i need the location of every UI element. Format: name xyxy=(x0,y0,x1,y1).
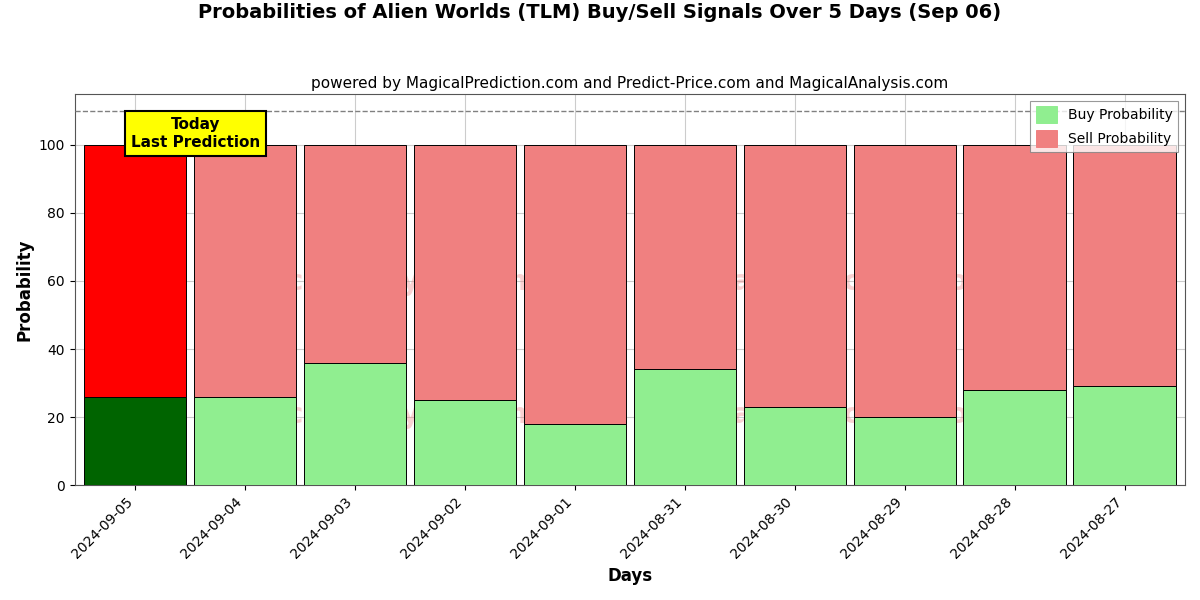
Y-axis label: Probability: Probability xyxy=(16,238,34,341)
X-axis label: Days: Days xyxy=(607,567,653,585)
Bar xyxy=(414,400,516,485)
Bar xyxy=(634,370,736,485)
Bar xyxy=(523,145,626,424)
Bar xyxy=(853,145,955,417)
Bar xyxy=(1074,145,1176,386)
Bar xyxy=(853,417,955,485)
Bar xyxy=(1074,386,1176,485)
Bar xyxy=(744,407,846,485)
Bar xyxy=(194,145,296,397)
Title: powered by MagicalPrediction.com and Predict-Price.com and MagicalAnalysis.com: powered by MagicalPrediction.com and Pre… xyxy=(311,76,948,91)
Bar xyxy=(744,145,846,407)
Bar xyxy=(304,362,406,485)
Bar xyxy=(634,145,736,370)
Bar xyxy=(84,397,186,485)
Text: MagicalAnalysis.com: MagicalAnalysis.com xyxy=(211,268,538,296)
Text: MagicalPrediction.com: MagicalPrediction.com xyxy=(641,268,997,296)
Bar xyxy=(964,390,1066,485)
Bar xyxy=(84,145,186,397)
Bar xyxy=(414,145,516,400)
Text: Today
Last Prediction: Today Last Prediction xyxy=(131,118,260,150)
Bar xyxy=(523,424,626,485)
Bar xyxy=(194,397,296,485)
Bar xyxy=(304,145,406,362)
Text: MagicalAnalysis.com: MagicalAnalysis.com xyxy=(211,401,538,429)
Legend: Buy Probability, Sell Probability: Buy Probability, Sell Probability xyxy=(1030,101,1178,152)
Text: Probabilities of Alien Worlds (TLM) Buy/Sell Signals Over 5 Days (Sep 06): Probabilities of Alien Worlds (TLM) Buy/… xyxy=(198,3,1002,22)
Bar xyxy=(964,145,1066,390)
Text: MagicalPrediction.com: MagicalPrediction.com xyxy=(641,401,997,429)
